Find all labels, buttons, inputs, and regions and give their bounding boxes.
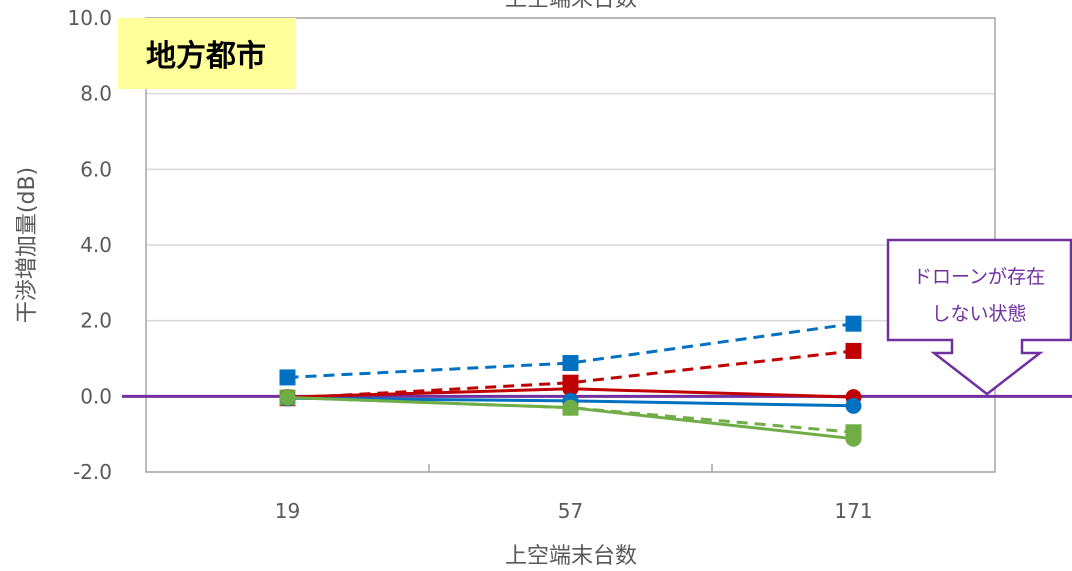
x-tick-label: 171: [834, 499, 872, 523]
data-point: [562, 399, 579, 416]
data-point: [845, 430, 862, 447]
y-tick-label: 10.0: [67, 6, 112, 30]
data-point: [845, 397, 862, 414]
y-axis-title: 干渉増加量(dB): [15, 167, 40, 323]
data-point: [279, 389, 296, 406]
data-point: [845, 342, 862, 359]
badge-label: 地方都市: [146, 39, 266, 74]
series-markers: [279, 315, 862, 447]
data-point: [562, 380, 579, 397]
y-tick-label: 4.0: [80, 233, 112, 257]
x-axis-ticks: 19 57 171: [275, 464, 873, 523]
x-tick-label: 57: [558, 499, 583, 523]
y-tick-label: 8.0: [80, 82, 112, 106]
callout-arrow-shape: [886, 238, 1072, 396]
y-tick-label: 0.0: [80, 384, 112, 408]
x-tick-label: 19: [275, 499, 300, 523]
x-axis-title: 上空端末台数: [505, 544, 637, 569]
region-badge: 地方都市: [118, 18, 296, 89]
series-line-0: [287, 322, 854, 379]
callout-line-1: ドローンが存在: [913, 266, 1045, 288]
y-tick-label: 2.0: [80, 309, 112, 333]
data-point: [279, 369, 296, 386]
badge-background: [118, 18, 296, 89]
callout-box: ドローンが存在 しない状態: [886, 238, 1072, 396]
chart-title: 上空端末台数: [505, 0, 637, 12]
data-point: [845, 315, 862, 332]
y-tick-label: 6.0: [80, 157, 112, 181]
callout-line-2: しない状態: [931, 303, 1026, 325]
y-tick-label: -2.0: [73, 460, 112, 484]
y-axis-ticks: 10.0 8.0 6.0 4.0 2.0 0.0 -2.0: [67, 6, 112, 484]
data-point: [562, 355, 579, 372]
